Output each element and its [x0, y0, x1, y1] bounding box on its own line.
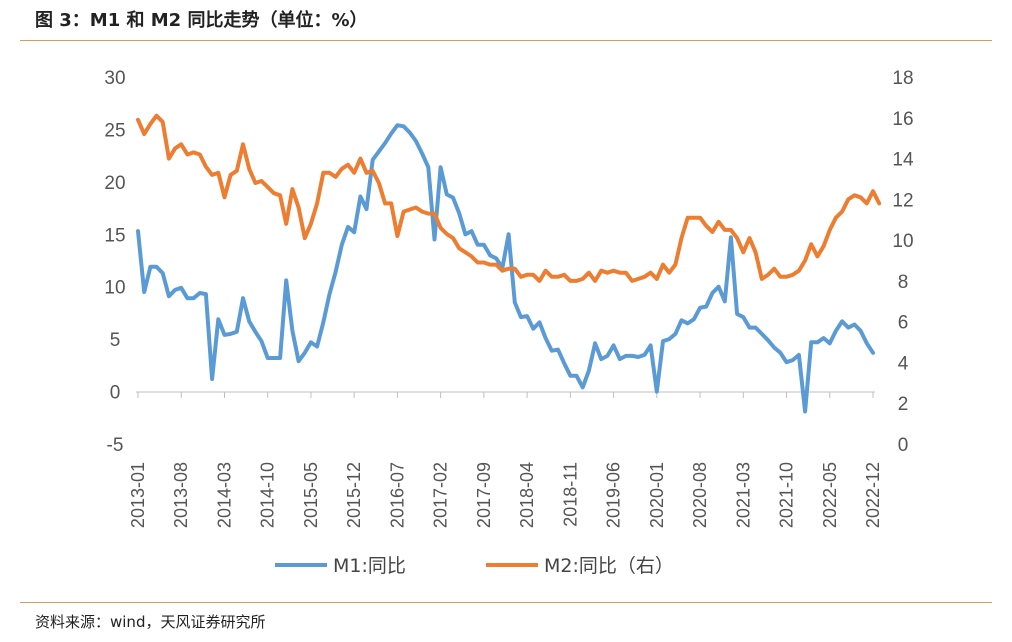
- right-y-axis: 0 2 4 6 8 10 12 14 16 18: [892, 68, 914, 456]
- x-tick-label: 2017-09: [474, 462, 494, 528]
- x-tick-label: 2022-05: [820, 462, 840, 528]
- series-group: [136, 113, 882, 414]
- x-tick-label: 2015-05: [301, 462, 321, 528]
- left-tick-label: 20: [104, 173, 125, 194]
- x-tick-label: 2021-03: [733, 462, 753, 528]
- left-tick-label: 10: [104, 278, 125, 299]
- right-tick-label: 8: [898, 272, 909, 293]
- right-tick-label: 16: [892, 109, 913, 130]
- right-tick-label: 2: [898, 394, 909, 415]
- x-tick-label: 2013-08: [171, 462, 191, 528]
- x-tick-label: 2014-03: [214, 462, 234, 528]
- x-tick-label: 2014-10: [258, 462, 278, 528]
- x-tick-label: 2015-12: [344, 462, 364, 528]
- x-tick-label: 2021-10: [777, 462, 797, 528]
- x-tick-label: 2013-01: [128, 462, 148, 528]
- left-tick-label: -5: [107, 435, 124, 456]
- m1-series-line: [136, 123, 875, 414]
- right-tick-label: 6: [898, 313, 909, 334]
- m2-series-line: [136, 113, 882, 283]
- x-tick-label: 2017-02: [431, 462, 451, 528]
- source-note: 资料来源：wind，天风证券研究所: [35, 613, 266, 631]
- x-tick-label: 2020-01: [647, 462, 667, 528]
- left-tick-label: 5: [110, 330, 121, 351]
- x-tick-label: 2018-04: [517, 462, 537, 528]
- left-tick-label: 15: [104, 225, 125, 246]
- left-tick-label: 25: [104, 120, 125, 141]
- title-divider: [20, 40, 992, 41]
- right-tick-label: 14: [892, 150, 914, 171]
- x-tick-label: 2020-08: [690, 462, 710, 528]
- source-divider: [20, 602, 992, 603]
- left-y-axis: -5 0 5 10 15 20 25 30: [104, 68, 125, 456]
- x-tick-label: 2019-06: [604, 462, 624, 528]
- x-axis: 2013-01 2013-08 2014-03 2014-10 2015-05 2015-…: [128, 391, 883, 528]
- right-tick-label: 4: [898, 353, 909, 374]
- x-tick-label: 2018-11: [560, 462, 580, 527]
- left-tick-label: 30: [104, 68, 125, 89]
- right-tick-label: 10: [892, 231, 913, 252]
- left-tick-label: 0: [110, 383, 121, 404]
- legend: M1:同比 M2:同比（右）: [275, 555, 674, 577]
- right-tick-label: 18: [892, 68, 913, 89]
- right-tick-label: 0: [898, 435, 909, 456]
- legend-m2-label: M2:同比（右）: [544, 555, 674, 577]
- x-tick-label: 2022-12: [863, 462, 883, 528]
- legend-m1-label: M1:同比: [333, 555, 406, 577]
- right-tick-label: 12: [892, 190, 913, 211]
- chart-title: 图 3：M1 和 M2 同比走势（单位：%）: [35, 10, 368, 31]
- x-tick-label: 2016-07: [387, 462, 407, 528]
